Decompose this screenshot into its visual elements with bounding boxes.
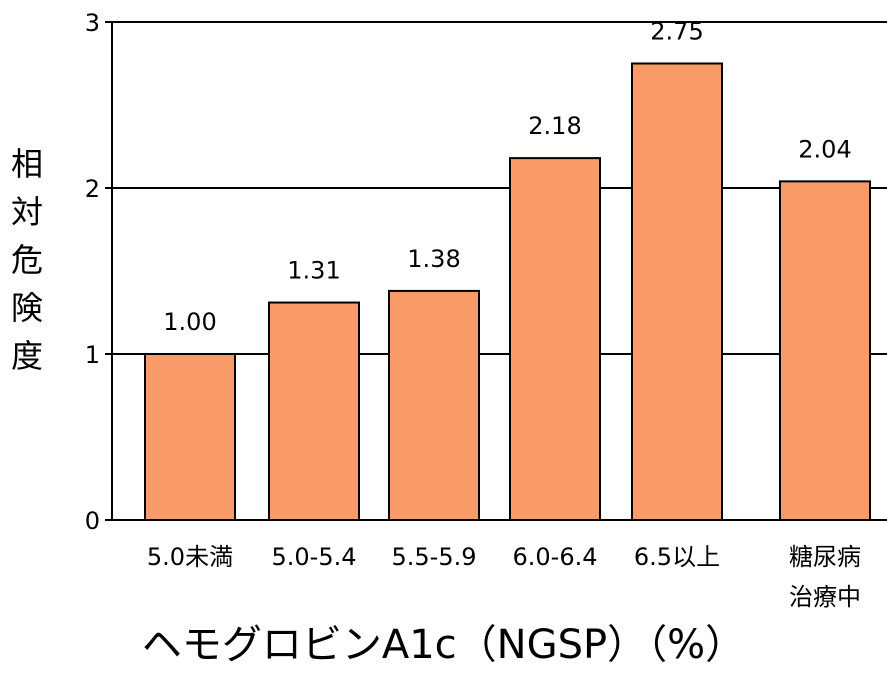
bar-value-label: 1.38 <box>407 245 460 273</box>
bar <box>509 157 601 521</box>
bar <box>144 353 236 521</box>
y-axis-title-char: 危 <box>10 241 43 279</box>
bar <box>268 301 360 522</box>
y-tick-label: 0 <box>85 507 100 535</box>
bar <box>631 62 723 521</box>
x-axis-title: ヘモグロビンA1c（NGSP）（%） <box>141 622 746 668</box>
bar-value-label: 1.00 <box>163 308 216 336</box>
x-tick-label: 糖尿病 <box>789 543 861 571</box>
x-tick-label: 5.0未満 <box>147 543 233 571</box>
bar-value-label: 2.04 <box>798 135 851 163</box>
bar <box>779 180 871 522</box>
y-tick-label: 3 <box>85 9 100 37</box>
x-tick-label: 5.0-5.4 <box>272 543 357 571</box>
y-tick-label: 1 <box>85 341 100 369</box>
y-axis-title: 相対危険度 <box>6 140 48 380</box>
x-tick-label: 治療中 <box>789 583 861 611</box>
y-axis-title-char: 度 <box>10 337 43 375</box>
y-axis-title-char: 相 <box>10 145 43 183</box>
x-tick-label: 6.0-6.4 <box>513 543 598 571</box>
x-tick-label: 6.5以上 <box>634 543 720 571</box>
x-tick-label: 5.5-5.9 <box>392 543 477 571</box>
bar-value-label: 2.18 <box>528 112 581 140</box>
bar-value-label: 2.75 <box>650 18 703 46</box>
bar-value-label: 1.31 <box>287 257 340 285</box>
bar <box>388 289 480 522</box>
y-axis-title-char: 対 <box>10 193 43 231</box>
y-tick-label: 2 <box>85 175 100 203</box>
y-axis-title-char: 険 <box>10 289 43 327</box>
